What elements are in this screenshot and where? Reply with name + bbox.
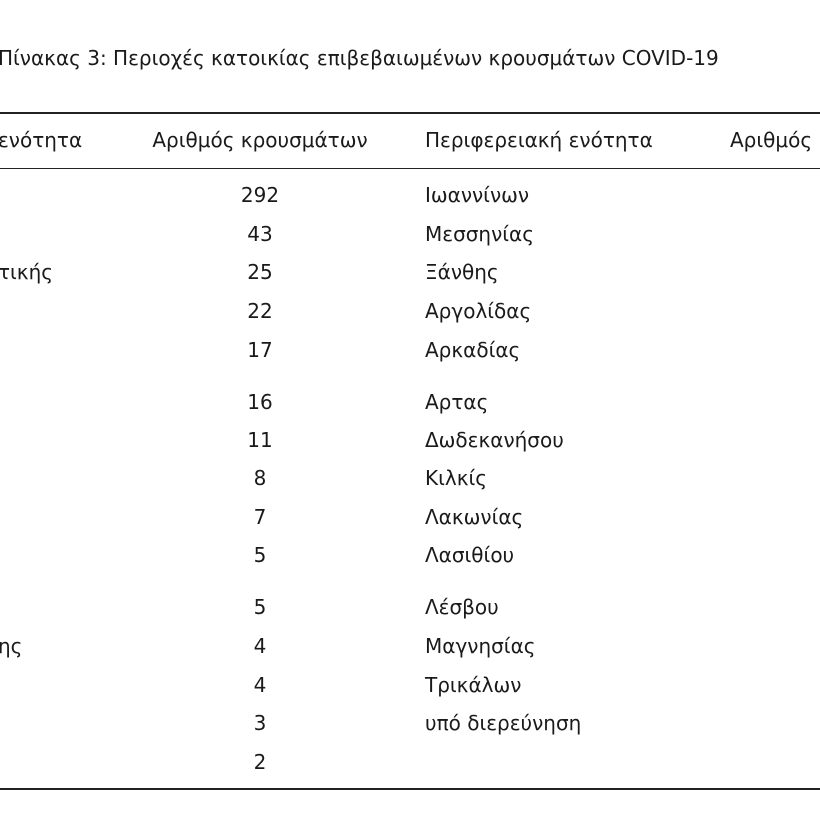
table-caption: Πίνακας 3: Περιοχές κατοικίας επιβεβαιωμ…	[0, 46, 719, 70]
count-cell: 16	[247, 390, 273, 414]
column-header: Αριθμός κρουσμάτων	[152, 128, 368, 152]
count-cell: 5	[253, 595, 267, 619]
region-cell: Λακωνίας	[425, 505, 524, 529]
count-cell: 25	[247, 260, 273, 284]
count-cell: 3	[253, 711, 267, 735]
count-cell: 292	[240, 183, 280, 207]
count-cell: 4	[253, 634, 267, 658]
count-cell: 5	[253, 543, 267, 567]
top-rule	[0, 112, 820, 114]
region-cell: Ξάνθης	[425, 260, 499, 284]
region-cell: Αρκαδίας	[425, 338, 521, 362]
region-cell: τικής	[0, 260, 54, 284]
count-cell: 4	[253, 673, 267, 697]
column-header: Αριθμός	[730, 128, 813, 152]
count-cell: 2	[253, 750, 267, 774]
region-cell: Κιλκίς	[425, 466, 488, 490]
region-cell: Τρικάλων	[425, 673, 522, 697]
region-cell: Μεσσηνίας	[425, 222, 534, 246]
count-cell: 22	[247, 299, 273, 323]
count-cell: 43	[247, 222, 273, 246]
region-cell: Δωδεκανήσου	[425, 428, 564, 452]
header-rule	[0, 168, 820, 169]
region-cell: Λέσβου	[425, 595, 499, 619]
region-cell: Λασιθίου	[425, 543, 515, 567]
count-cell: 17	[247, 338, 273, 362]
column-header: Περιφερειακή ενότητα	[425, 128, 653, 152]
region-cell: Αρτας	[425, 390, 489, 414]
column-header: ενότητα	[0, 128, 83, 152]
region-cell: Αργολίδας	[425, 299, 532, 323]
region-cell: υπό διερεύνηση	[425, 711, 582, 735]
region-cell: Ιωαννίνων	[425, 183, 530, 207]
region-cell: ης	[0, 634, 23, 658]
region-cell: Μαγνησίας	[425, 634, 536, 658]
count-cell: 11	[247, 428, 273, 452]
count-cell: 7	[253, 505, 267, 529]
bottom-rule	[0, 788, 820, 790]
count-cell: 8	[253, 466, 267, 490]
